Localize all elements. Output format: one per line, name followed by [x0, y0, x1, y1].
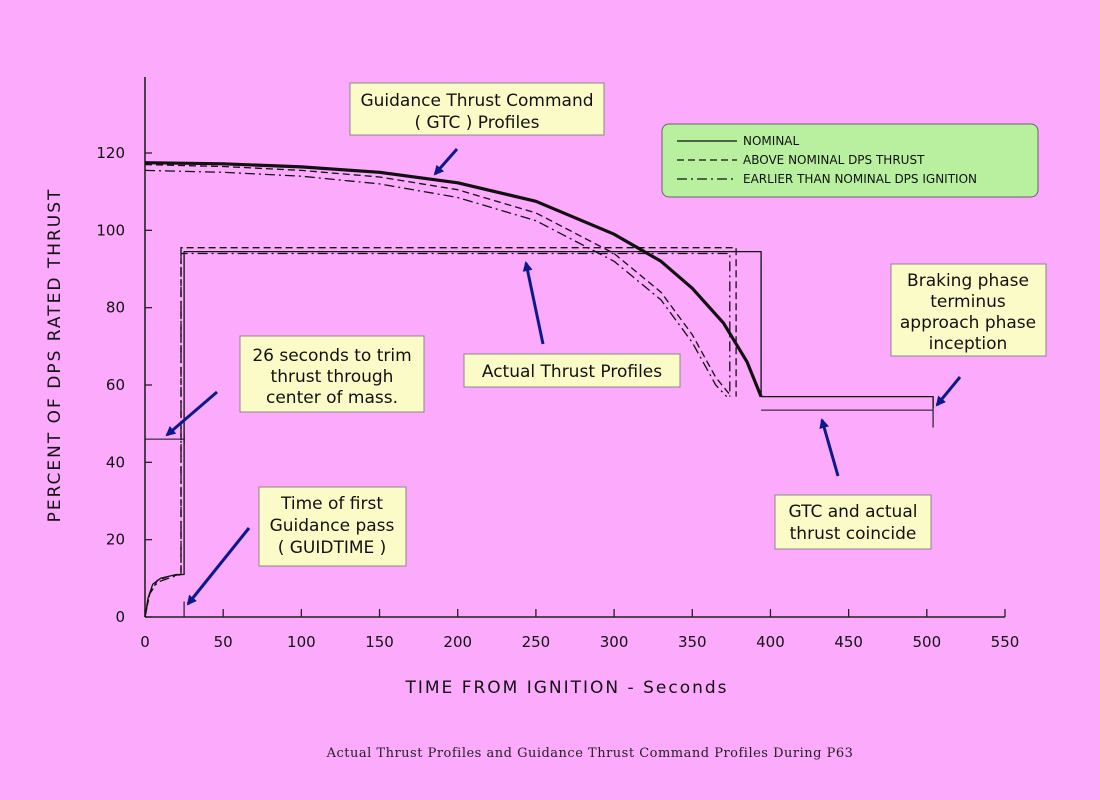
annotation-line: terminus — [930, 292, 1006, 312]
y-tick-label: 120 — [96, 144, 125, 162]
y-tick-label: 40 — [106, 453, 125, 471]
annotation-line: GTC and actual — [789, 502, 918, 522]
x-tick-label: 0 — [140, 633, 150, 651]
annotation-line: ( GTC ) Profiles — [414, 113, 539, 133]
annotation-box — [258, 486, 407, 567]
legend-label: EARLIER THAN NOMINAL DPS IGNITION — [743, 172, 977, 186]
annotation-line: Braking phase — [907, 271, 1029, 291]
annotation-box — [774, 494, 932, 550]
legend-box — [661, 123, 1039, 198]
pointer-arrow — [522, 261, 545, 345]
annotation-box — [890, 263, 1047, 357]
figure-caption: Actual Thrust Profiles and Guidance Thru… — [326, 746, 854, 761]
annotation-box — [349, 82, 605, 136]
x-tick-label: 250 — [522, 633, 551, 651]
annotation-line: inception — [929, 334, 1008, 354]
legend-label: ABOVE NOMINAL DPS THRUST — [743, 153, 925, 167]
pointer-arrow — [186, 527, 251, 606]
annotation-line: thrust through — [271, 367, 394, 387]
annotation-line: Guidance Thrust Command — [360, 91, 593, 111]
annotation-line: Guidance pass — [270, 516, 395, 536]
y-tick-label: 100 — [96, 221, 125, 239]
y-axis-label: PERCENT OF DPS RATED THRUST — [45, 188, 65, 523]
legend-label: NOMINAL — [743, 134, 800, 148]
x-tick-label: 300 — [600, 633, 629, 651]
annotation-gtc-profiles: Guidance Thrust Command( GTC ) Profiles — [349, 82, 605, 136]
y-tick-label: 80 — [106, 299, 125, 317]
x-tick-label: 500 — [912, 633, 941, 651]
y-tick-label: 0 — [115, 608, 125, 626]
annotation-actual-thrust: Actual Thrust Profiles — [463, 353, 681, 388]
x-tick-label: 450 — [834, 633, 863, 651]
series-line-gtc-solid — [144, 161, 763, 398]
pointer-arrow — [819, 418, 840, 477]
x-tick-label: 50 — [214, 633, 233, 651]
annotation-line: thrust coincide — [790, 524, 917, 544]
annotation-line: Actual Thrust Profiles — [482, 362, 662, 382]
annotation-box — [463, 353, 681, 388]
x-tick-label: 150 — [365, 633, 394, 651]
pointer-arrow — [935, 376, 962, 407]
annotation-line: 26 seconds to trim — [252, 346, 411, 366]
pointer-arrow — [433, 148, 459, 176]
x-tick-label: 100 — [287, 633, 316, 651]
x-tick-label: 550 — [991, 633, 1020, 651]
series-line-actual-dashdot — [144, 252, 731, 618]
y-tick-label: 20 — [106, 531, 125, 549]
x-tick-label: 200 — [443, 633, 472, 651]
legend: NOMINAL ABOVE NOMINAL DPS THRUST EARLIER T… — [661, 123, 1039, 198]
x-tick-label: 400 — [756, 633, 785, 651]
x-tick-label: 350 — [678, 633, 707, 651]
series-line-gtc-dashdot — [144, 169, 728, 398]
pointer-arrow — [165, 390, 218, 437]
annotation-line: ( GUIDTIME ) — [278, 538, 387, 558]
x-axis-label: TIME FROM IGNITION - Seconds — [404, 678, 728, 698]
annotation-box — [239, 335, 425, 413]
annotation-line: approach phase — [900, 313, 1036, 333]
y-tick-label: 60 — [106, 376, 125, 394]
series-line-actual-dashed — [144, 247, 737, 618]
annotation-line: Time of first — [280, 494, 383, 514]
annotation-line: center of mass. — [266, 388, 398, 408]
